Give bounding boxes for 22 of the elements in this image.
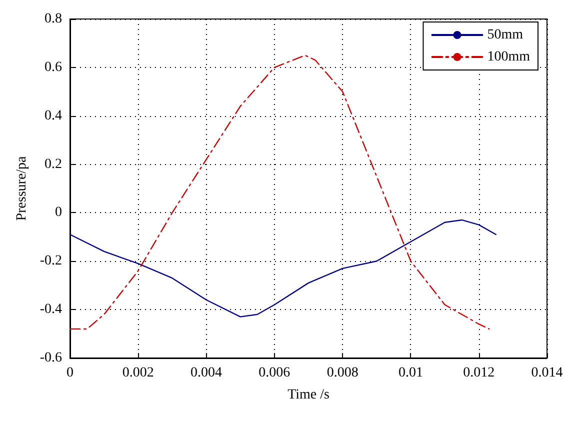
y-tick-label: -0.2 xyxy=(40,254,62,269)
y-tick-label: 0.8 xyxy=(44,12,62,26)
legend-label: 100mm xyxy=(487,50,530,64)
y-tick-label: 0.4 xyxy=(44,108,62,124)
line-series xyxy=(69,219,496,318)
x-tick-label: 0 xyxy=(66,366,74,380)
x-tick-label: 0.006 xyxy=(258,366,290,380)
y-axis-title: Pressure/pa xyxy=(14,155,30,221)
x-axis-title: Time /s xyxy=(288,388,330,402)
x-tick-label: 0.004 xyxy=(190,366,222,380)
y-tick-label: 0 xyxy=(55,205,62,220)
y-tick-label: 0.6 xyxy=(44,60,62,75)
y-tick-label: -0.4 xyxy=(40,302,62,318)
x-tick-label: 0.012 xyxy=(463,366,495,380)
x-tick-label: 0.01 xyxy=(398,366,423,380)
x-tick-label: 0.014 xyxy=(531,366,563,380)
x-tick-label: 0.008 xyxy=(326,366,358,380)
legend-label: 50mm xyxy=(487,28,524,42)
x-tick-label: 0.002 xyxy=(122,366,154,380)
y-tick-label: -0.6 xyxy=(40,350,62,366)
y-tick-label: 0.2 xyxy=(44,156,62,172)
line-series xyxy=(69,54,490,330)
